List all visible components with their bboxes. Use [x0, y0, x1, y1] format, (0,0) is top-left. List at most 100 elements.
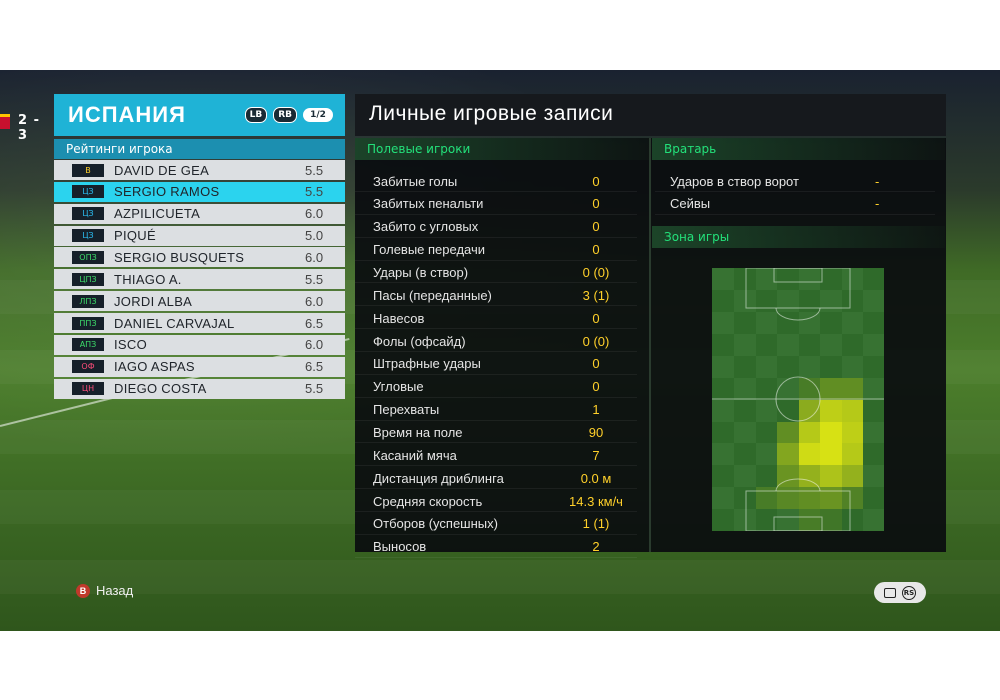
lb-button[interactable]: LB	[244, 107, 268, 123]
heatmap-cell	[798, 311, 820, 334]
heatmap-cell	[862, 443, 884, 466]
heatmap-cell	[862, 509, 884, 531]
page-title: Личные игровые записи	[369, 102, 614, 125]
field-stat-row: Штрафные удары 0	[355, 354, 637, 375]
heatmap-cell	[712, 355, 734, 378]
player-rating: 5.5	[305, 271, 324, 287]
heatmap-cell	[712, 289, 734, 312]
player-name: SERGIO BUSQUETS	[114, 249, 245, 265]
pitch-markings	[712, 268, 884, 531]
player-row[interactable]: ЦЗ SERGIO RAMOS 5.5	[54, 181, 345, 202]
heatmap-cell	[755, 311, 777, 334]
heatmap-cell	[733, 311, 756, 334]
player-name: SERGIO RAMOS	[114, 184, 220, 200]
player-rating: 5.5	[305, 381, 324, 397]
heatmap-cell	[841, 311, 863, 334]
field-stat-row: Перехваты 1	[355, 400, 637, 421]
stat-value: 90	[588, 424, 604, 440]
heatmap-cell	[841, 333, 863, 356]
stat-label: Выносов	[373, 539, 427, 555]
play-zone-title: Зона игры	[652, 226, 945, 248]
player-row[interactable]: ЦПЗ THIAGO A. 5.5	[54, 269, 345, 290]
stat-value: 0	[592, 173, 600, 189]
heatmap-cell	[776, 487, 799, 510]
heatmap-cell	[755, 399, 777, 422]
heatmap-cell	[733, 465, 756, 488]
heatmap-cell	[776, 443, 799, 466]
player-rating: 6.0	[305, 337, 324, 353]
stat-value: 0	[592, 196, 600, 212]
player-row[interactable]: АПЗ ISCO 6.0	[54, 334, 345, 355]
player-row[interactable]: В DAVID DE GEA 5.5	[54, 160, 345, 180]
player-row[interactable]: ЦН DIEGO COSTA 5.5	[54, 378, 345, 399]
stat-value: 3 (1)	[582, 287, 610, 303]
heatmap-cell	[819, 377, 842, 400]
field-stat-row: Забито с угловых 0	[355, 217, 637, 238]
heatmap-cell	[733, 487, 756, 510]
heatmap-cell	[862, 311, 884, 334]
player-row[interactable]: ОПЗ SERGIO BUSQUETS 6.0	[54, 247, 345, 268]
heatmap-cell	[776, 289, 799, 312]
player-rating: 6.5	[305, 359, 324, 375]
heatmap-cell	[862, 377, 884, 400]
field-stats-list: Забитые голы 0 Забитых пенальти 0 Забито с у…	[355, 171, 637, 560]
stat-value: -	[875, 196, 880, 212]
stat-label: Забито с угловых	[373, 219, 479, 235]
back-label: Назад	[96, 583, 134, 598]
heatmap-cell	[841, 421, 863, 444]
main-header: Личные игровые записи	[355, 94, 946, 136]
player-rating: 5.5	[305, 162, 324, 178]
stat-value: 1	[592, 402, 600, 418]
heatmap-cell	[862, 289, 884, 312]
heatmap-cell	[841, 443, 863, 466]
stat-label: Дистанция дриблинга	[373, 470, 504, 486]
chat-icon	[884, 587, 896, 598]
heatmap-cell	[841, 289, 863, 312]
position-badge: В	[72, 163, 104, 177]
heatmap-cell	[755, 443, 777, 466]
stat-label: Фолы (офсайд)	[373, 333, 466, 349]
player-row[interactable]: ППЗ DANIEL CARVAJAL 6.5	[54, 313, 345, 334]
player-name: DIEGO COSTA	[114, 381, 207, 397]
heatmap-cell	[712, 421, 734, 444]
player-name: JORDI ALBA	[114, 293, 193, 309]
back-button[interactable]: B Назад	[76, 583, 133, 598]
heatmap-cell	[798, 289, 820, 312]
stat-label: Забитые голы	[373, 173, 458, 189]
field-stat-row: Удары (в створ) 0 (0)	[355, 262, 637, 284]
player-row[interactable]: ОФ IAGO ASPAS 6.5	[54, 356, 345, 377]
player-name: DANIEL CARVAJAL	[114, 315, 235, 331]
heatmap-cell	[819, 421, 842, 444]
player-rating: 6.0	[305, 206, 324, 222]
heatmap-cell	[776, 509, 799, 531]
player-name: PIQUÉ	[114, 228, 156, 244]
heatmap-cell	[755, 487, 777, 510]
stat-label: Угловые	[373, 379, 424, 395]
player-rating: 6.0	[305, 293, 324, 309]
player-name: THIAGO A.	[114, 271, 182, 287]
heatmap-cell	[712, 509, 734, 531]
score-text: 2 - 3	[18, 113, 40, 143]
player-rating: 6.5	[305, 315, 324, 331]
heatmap-cell	[712, 333, 734, 356]
heatmap-cell	[712, 311, 734, 334]
player-row[interactable]: ЦЗ AZPILICUETA 6.0	[54, 203, 345, 224]
heatmap-cell	[776, 355, 799, 378]
player-rating: 5.5	[305, 184, 324, 200]
heatmap-cell	[776, 268, 799, 290]
heatmap-cell	[819, 487, 842, 510]
field-stat-row: Забитые голы 0	[355, 171, 637, 192]
player-row[interactable]: ЦЗ PIQUÉ 5.0	[54, 225, 345, 246]
rb-button[interactable]: RB	[273, 107, 297, 123]
heatmap-cell	[841, 509, 863, 531]
heatmap-cell	[733, 355, 756, 378]
gk-stats-list: Ударов в створ ворот - Сейвы -	[655, 171, 935, 217]
spain-flag-icon	[0, 114, 10, 129]
heatmap-cell	[798, 333, 820, 356]
player-rating: 5.0	[305, 228, 324, 244]
player-row[interactable]: ЛПЗ JORDI ALBA 6.0	[54, 291, 345, 312]
stat-value: 0 (0)	[582, 264, 610, 280]
heatmap-cell	[712, 465, 734, 488]
player-name: IAGO ASPAS	[114, 359, 195, 375]
footer-controls[interactable]: RS	[874, 582, 926, 603]
